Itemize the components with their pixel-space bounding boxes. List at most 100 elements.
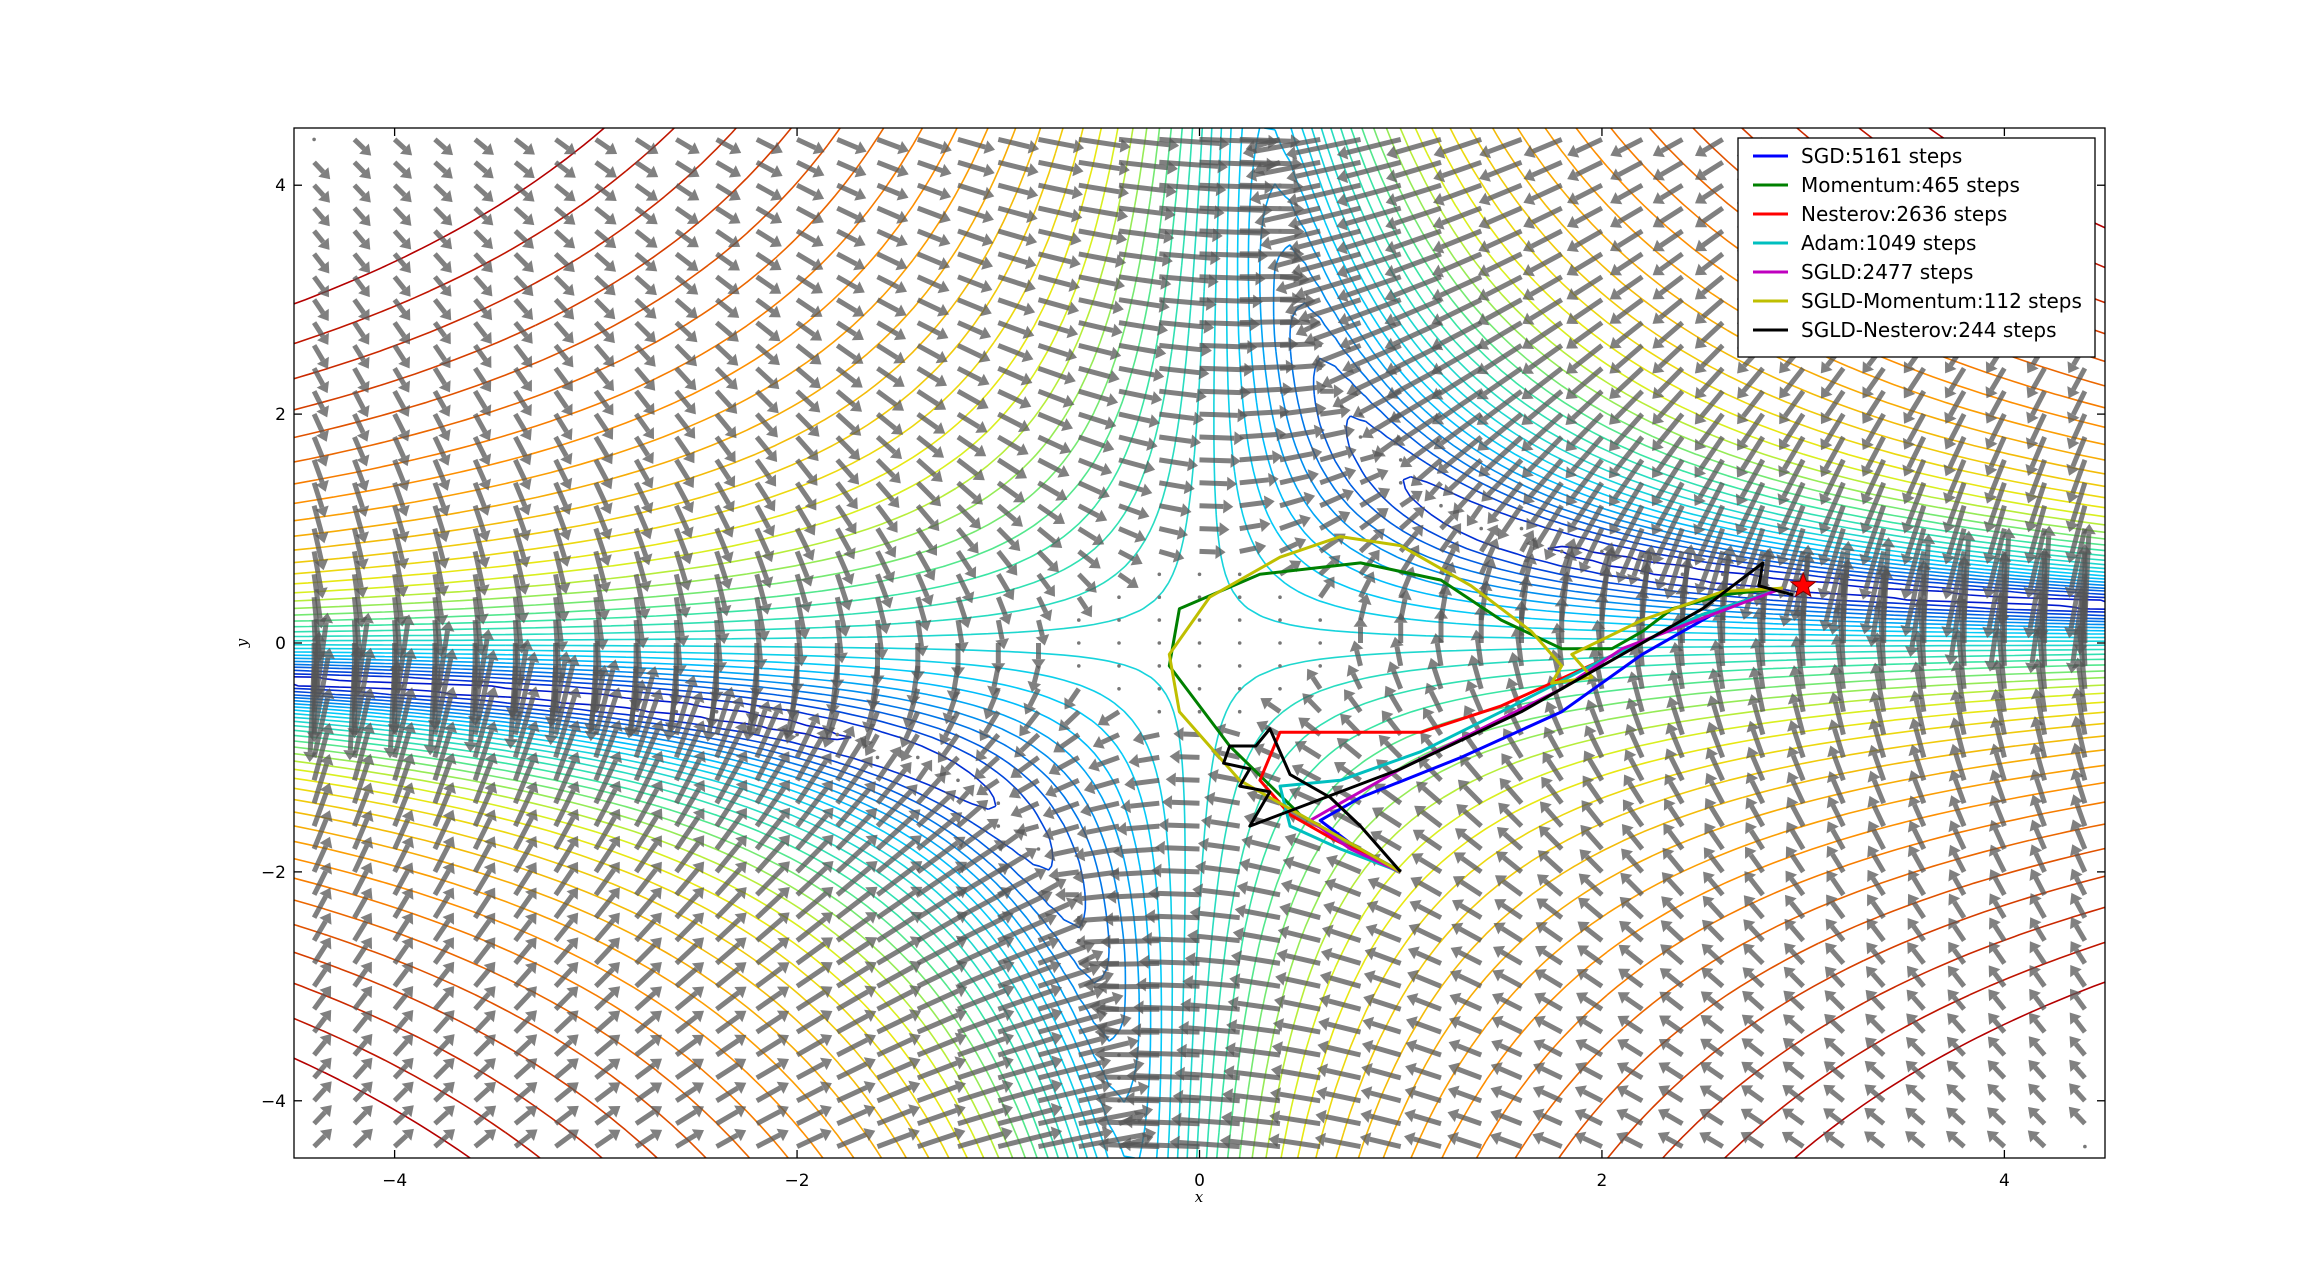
field-arrow — [835, 813, 872, 851]
field-arrow-head — [476, 556, 491, 569]
field-arrow-head — [2023, 587, 2038, 599]
field-arrow — [916, 988, 960, 1012]
field-arrow-head — [1432, 216, 1445, 230]
field-arrow — [674, 206, 693, 221]
field-arrow — [512, 550, 526, 586]
field-arrow — [352, 1087, 368, 1103]
field-arrow-head — [1120, 1013, 1132, 1028]
field-arrow-head — [1306, 668, 1319, 681]
field-arrow-head — [1234, 904, 1246, 918]
field-arrow-head — [769, 258, 782, 271]
field-arrow-head — [1785, 894, 1797, 907]
field-arrow-head — [1694, 412, 1707, 425]
field-arrow-head — [1284, 833, 1297, 847]
field-arrow-head — [1227, 996, 1239, 1011]
field-arrow-head — [1405, 1039, 1418, 1053]
field-arrow-head — [691, 1082, 704, 1094]
field-arrow — [1340, 765, 1362, 783]
field-arrow-head — [1779, 386, 1791, 399]
field-arrow — [1143, 1004, 1200, 1012]
field-dot — [1680, 572, 1685, 577]
field-arrow — [2033, 1018, 2047, 1034]
field-arrow-head — [999, 612, 1012, 625]
field-arrow — [1118, 434, 1149, 447]
field-arrow — [997, 988, 1054, 1012]
field-arrow-head — [1658, 1108, 1671, 1121]
field-arrow-head — [821, 861, 834, 873]
field-arrow-head — [1124, 776, 1136, 791]
field-arrow-head — [1042, 826, 1054, 841]
field-arrow-head — [2065, 551, 2079, 564]
field-arrow-head — [1667, 669, 1682, 682]
field-arrow — [1863, 527, 1887, 591]
field-arrow-head — [355, 558, 369, 570]
field-arrow — [312, 298, 326, 315]
field-arrow-head — [908, 1104, 920, 1118]
field-dot — [795, 732, 799, 737]
field-arrow — [1279, 363, 1317, 371]
field-arrow — [715, 1062, 740, 1081]
field-arrow-head — [320, 754, 334, 766]
field-arrow — [1948, 389, 1967, 417]
field-arrow — [916, 297, 942, 313]
field-arrow — [876, 159, 901, 174]
field-arrow-head — [399, 190, 412, 203]
field-arrow — [956, 844, 999, 874]
field-arrow — [1279, 297, 1306, 303]
field-arrow — [714, 704, 741, 759]
field-arrow-head — [1436, 461, 1449, 474]
field-arrow-head — [439, 308, 452, 321]
field-arrow — [876, 1131, 912, 1149]
field-arrow — [1657, 343, 1685, 369]
field-arrow-head — [1823, 1131, 1836, 1144]
field-arrow-head — [939, 764, 952, 777]
field-arrow — [754, 710, 780, 759]
field-arrow — [1754, 647, 1766, 690]
field-arrow-head — [396, 504, 410, 517]
field-arrow-head — [1422, 707, 1435, 720]
field-arrow-head — [442, 1105, 455, 1118]
field-arrow — [795, 389, 815, 408]
field-arrow-head — [1582, 775, 1595, 788]
field-arrow-head — [1610, 550, 1623, 563]
field-arrow-head — [1694, 312, 1708, 324]
field-arrow — [997, 343, 1026, 359]
field-arrow — [2039, 596, 2048, 631]
field-arrow — [473, 991, 491, 1011]
field-arrow-head — [766, 401, 779, 414]
field-arrow — [553, 759, 577, 805]
field-arrow — [1439, 297, 1483, 322]
field-arrow — [875, 753, 898, 782]
field-arrow-head — [1313, 424, 1325, 439]
field-arrow — [433, 160, 448, 174]
field-arrow — [917, 137, 943, 150]
field-arrow — [1624, 1089, 1644, 1103]
field-arrow-head — [978, 350, 991, 363]
field-arrow-head — [1263, 495, 1275, 510]
field-arrow-head — [1338, 510, 1351, 524]
field-arrow — [553, 550, 567, 585]
field-dot — [1358, 435, 1363, 439]
field-arrow-head — [1478, 216, 1491, 230]
field-arrow — [957, 205, 986, 220]
field-arrow-head — [1317, 1040, 1329, 1054]
field-arrow-head — [890, 423, 904, 435]
field-arrow — [1038, 136, 1075, 149]
field-arrow — [1639, 558, 1650, 576]
field-arrow-head — [852, 281, 865, 294]
field-arrow-head — [1116, 821, 1127, 836]
field-arrow — [1829, 971, 1846, 989]
field-arrow — [1252, 816, 1281, 829]
field-arrow — [674, 942, 699, 966]
field-arrow — [1199, 342, 1248, 350]
field-arrow-head — [1042, 806, 1055, 820]
field-arrow — [392, 367, 407, 386]
field-arrow — [553, 943, 574, 966]
field-arrow-head — [1617, 1015, 1630, 1028]
field-arrow — [1037, 388, 1066, 404]
field-arrow — [1780, 504, 1806, 558]
field-arrow — [1324, 1114, 1361, 1127]
field-arrow-head — [1169, 1135, 1180, 1150]
field-arrow-head — [650, 780, 664, 793]
field-arrow — [1748, 901, 1765, 920]
